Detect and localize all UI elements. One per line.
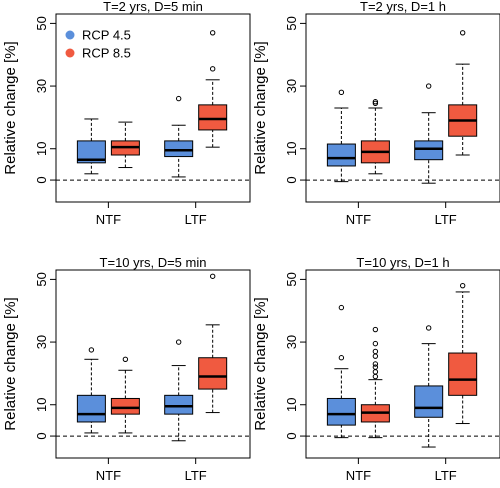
plot-frame — [55, 13, 251, 203]
y-tick-label: 50 — [34, 272, 49, 286]
outlier-point — [372, 353, 379, 359]
outlier-point — [175, 95, 182, 102]
outlier-point — [372, 340, 379, 347]
x-tick-label: NTF — [346, 212, 371, 227]
chart-panel: T=10 yrs, D=1 h Relative change [%] 0 10 30 5… — [252, 255, 500, 483]
x-tick-label: NTF — [96, 212, 121, 227]
box-ntf-rcp-8-5 — [110, 121, 140, 169]
box-ltf-rcp-8-5 — [198, 273, 228, 414]
y-tick-label: 0 — [284, 432, 299, 439]
iqr-box — [326, 143, 356, 167]
legend-marker — [65, 48, 75, 58]
y-tick-label: 10 — [34, 397, 49, 411]
box-ltf-rcp-4-5 — [414, 325, 444, 448]
y-tick-label: 30 — [284, 79, 299, 93]
y-tick-label: 30 — [34, 335, 49, 349]
x-tick-label: LTF — [185, 212, 207, 227]
x-tick-label: LTF — [435, 212, 457, 227]
iqr-box — [414, 385, 444, 418]
box-ltf-rcp-4-5 — [164, 339, 194, 442]
outlier-point — [372, 373, 379, 380]
y-tick-label: 0 — [34, 432, 49, 439]
outlier-point — [425, 83, 432, 89]
chart-title: T=2 yrs, D=1 h — [360, 0, 446, 14]
outlier-point — [459, 30, 466, 36]
box-ntf-rcp-8-5 — [360, 99, 390, 175]
iqr-box — [326, 397, 356, 426]
chart-panel: T=10 yrs, D=5 min Relative change [%] 0 10 3… — [2, 255, 251, 483]
outlier-point — [122, 356, 129, 362]
box-ntf-rcp-4-5 — [326, 304, 356, 439]
legend-marker — [65, 30, 75, 40]
box-ntf-rcp-8-5 — [110, 356, 140, 434]
box-ltf-rcp-8-5 — [448, 282, 478, 425]
y-axis-label: Relative change [%] — [2, 297, 19, 430]
plot-frame — [55, 269, 251, 459]
outlier-point — [372, 364, 379, 370]
box-ltf-rcp-8-5 — [198, 30, 228, 148]
outlier-point — [372, 100, 379, 107]
outlier-point — [209, 30, 216, 36]
x-tick-label: NTF — [96, 468, 121, 483]
iqr-box — [164, 140, 194, 158]
box-ltf-rcp-8-5 — [448, 30, 478, 156]
x-tick-label: LTF — [185, 468, 207, 483]
box-ltf-rcp-4-5 — [414, 83, 444, 184]
iqr-box — [198, 357, 228, 390]
outlier-point — [209, 66, 216, 72]
iqr-box — [110, 397, 140, 415]
iqr-box — [76, 394, 106, 423]
box-ltf-rcp-4-5 — [164, 95, 194, 178]
chart-panel: T=2 yrs, D=1 h Relative change [%] 0 10 30 50… — [252, 0, 500, 227]
box-ntf-rcp-8-5 — [360, 326, 390, 439]
outlier-point — [209, 273, 216, 279]
outlier-point — [372, 326, 379, 333]
y-tick-label: 10 — [284, 397, 299, 411]
outlier-point — [372, 99, 379, 105]
chart-title: T=10 yrs, D=1 h — [356, 255, 449, 270]
outlier-point — [459, 282, 466, 289]
y-axis-label: Relative change [%] — [252, 41, 269, 174]
iqr-box — [198, 104, 228, 131]
plot-frame — [305, 269, 500, 459]
chart-title: T=10 yrs, D=5 min — [100, 255, 207, 270]
box-ntf-rcp-4-5 — [76, 118, 106, 175]
chart-panel: T=2 yrs, D=5 min Relative change [%] 0 10 30… — [2, 0, 251, 227]
outlier-point — [372, 348, 379, 355]
plot-frame — [305, 13, 500, 203]
y-tick-label: 50 — [284, 272, 299, 286]
outlier-point — [372, 369, 379, 375]
legend-label: RCP 8.5 — [82, 46, 131, 61]
outlier-point — [338, 304, 345, 311]
chart-title: T=2 yrs, D=5 min — [103, 0, 203, 14]
outlier-point — [338, 355, 345, 361]
y-tick-label: 50 — [284, 16, 299, 30]
y-axis-label: Relative change [%] — [2, 41, 19, 174]
outlier-point — [425, 325, 432, 331]
outlier-point — [372, 361, 379, 367]
y-tick-label: 10 — [34, 141, 49, 155]
legend-label: RCP 4.5 — [82, 28, 131, 43]
y-tick-label: 30 — [284, 335, 299, 349]
x-tick-label: LTF — [435, 468, 457, 483]
y-tick-label: 0 — [34, 176, 49, 183]
y-axis-label: Relative change [%] — [252, 297, 269, 430]
box-ntf-rcp-4-5 — [76, 347, 106, 434]
iqr-box — [164, 394, 194, 415]
iqr-box — [414, 140, 444, 161]
y-tick-label: 10 — [284, 141, 299, 155]
x-tick-label: NTF — [346, 468, 371, 483]
y-tick-label: 50 — [34, 16, 49, 30]
y-tick-label: 30 — [34, 79, 49, 93]
box-ntf-rcp-4-5 — [326, 89, 356, 183]
y-tick-label: 0 — [284, 176, 299, 183]
outlier-point — [175, 339, 182, 345]
iqr-box — [76, 140, 106, 164]
outlier-point — [88, 347, 95, 353]
outlier-point — [338, 89, 345, 96]
iqr-box — [448, 352, 478, 396]
